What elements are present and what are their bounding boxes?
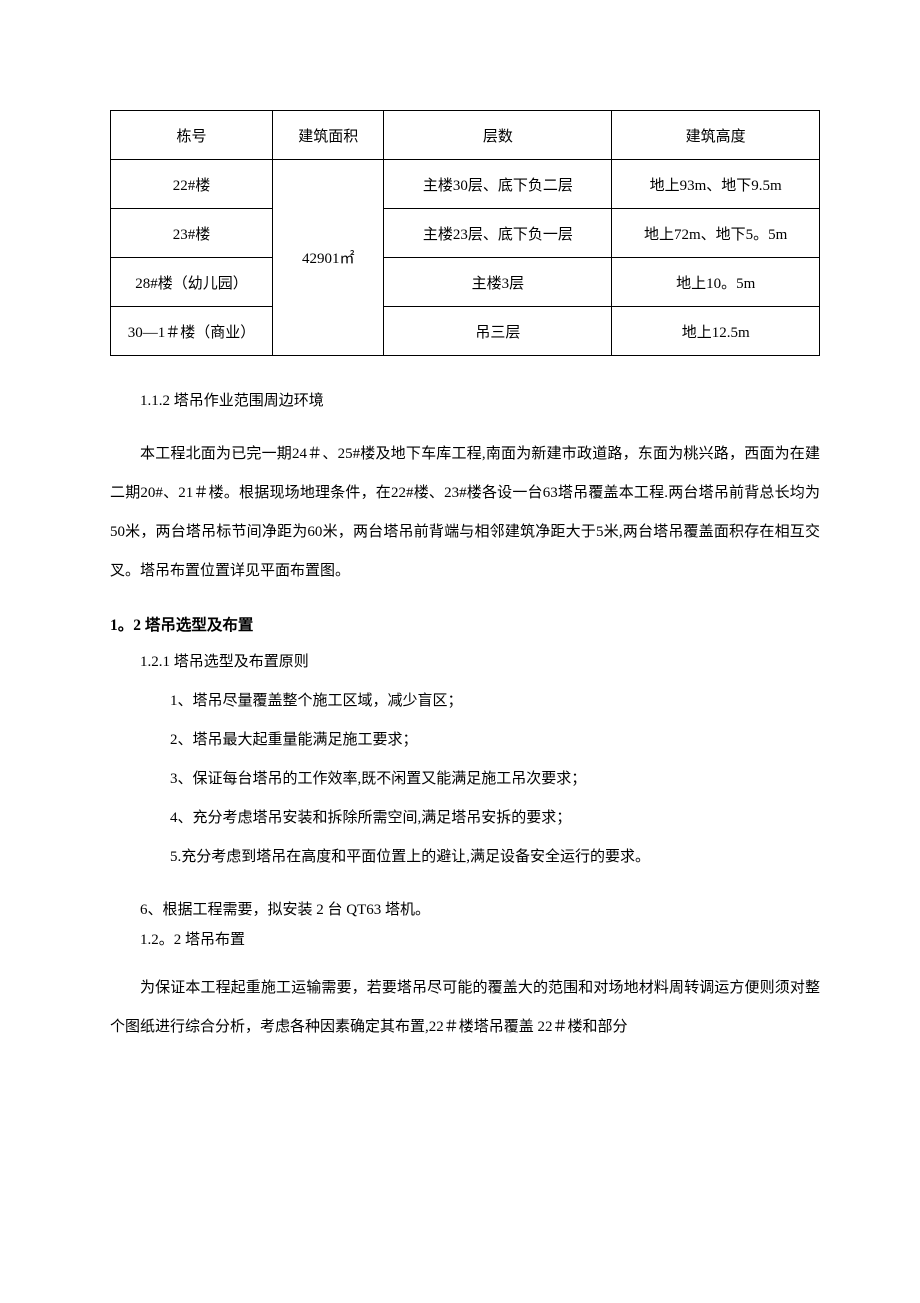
section-1-1-2-title: 1.1.2 塔吊作业范围周边环境 — [110, 382, 820, 421]
principle-item: 5.充分考虑到塔吊在高度和平面位置上的避让,满足设备安全运行的要求。 — [110, 838, 820, 877]
table-row: 22#楼 42901㎡ 主楼30层、底下负二层 地上93m、地下9.5m — [111, 160, 820, 209]
table-row: 23#楼 主楼23层、底下负一层 地上72m、地下5。5m — [111, 209, 820, 258]
section-1-2-heading: 1。2 塔吊选型及布置 — [110, 609, 820, 643]
col-header-area: 建筑面积 — [273, 111, 384, 160]
cell-height: 地上72m、地下5。5m — [612, 209, 820, 258]
cell-total-area: 42901㎡ — [273, 160, 384, 356]
cell-building: 23#楼 — [111, 209, 273, 258]
section-1-2-2-title: 1.2。2 塔吊布置 — [110, 925, 820, 955]
cell-building: 28#楼（幼儿园） — [111, 258, 273, 307]
cell-building: 22#楼 — [111, 160, 273, 209]
principle-item: 2、塔吊最大起重量能满足施工要求； — [110, 721, 820, 760]
cell-height: 地上10。5m — [612, 258, 820, 307]
cell-building: 30—1＃楼（商业） — [111, 307, 273, 356]
principle-item: 4、充分考虑塔吊安装和拆除所需空间,满足塔吊安拆的要求； — [110, 799, 820, 838]
section-1-2-after-list: 6、根据工程需要，拟安装 2 台 QT63 塔机。 1.2。2 塔吊布置 — [110, 895, 820, 955]
cell-floors: 主楼3层 — [384, 258, 612, 307]
cell-height: 地上12.5m — [612, 307, 820, 356]
cell-floors: 主楼23层、底下负一层 — [384, 209, 612, 258]
col-header-height: 建筑高度 — [612, 111, 820, 160]
cell-floors: 吊三层 — [384, 307, 612, 356]
col-header-building: 栋号 — [111, 111, 273, 160]
principle-item: 1、塔吊尽量覆盖整个施工区域，减少盲区； — [110, 682, 820, 721]
principle-item-6: 6、根据工程需要，拟安装 2 台 QT63 塔机。 — [110, 895, 820, 925]
building-info-table: 栋号 建筑面积 层数 建筑高度 22#楼 42901㎡ 主楼30层、底下负二层 … — [110, 110, 820, 356]
section-1-2-2-body: 为保证本工程起重施工运输需要，若要塔吊尽可能的覆盖大的范围和对场地材料周转调运方… — [110, 969, 820, 1047]
section-1-2-1-title: 1.2.1 塔吊选型及布置原则 — [110, 643, 820, 682]
col-header-floors: 层数 — [384, 111, 612, 160]
table-row: 30—1＃楼（商业） 吊三层 地上12.5m — [111, 307, 820, 356]
cell-floors: 主楼30层、底下负二层 — [384, 160, 612, 209]
cell-height: 地上93m、地下9.5m — [612, 160, 820, 209]
table-row: 28#楼（幼儿园） 主楼3层 地上10。5m — [111, 258, 820, 307]
section-1-2-1-block: 1.2.1 塔吊选型及布置原则 1、塔吊尽量覆盖整个施工区域，减少盲区； 2、塔… — [110, 643, 820, 877]
table-header-row: 栋号 建筑面积 层数 建筑高度 — [111, 111, 820, 160]
section-1-1-2-body: 本工程北面为已完一期24＃、25#楼及地下车库工程,南面为新建市政道路，东面为桃… — [110, 435, 820, 591]
document-page: 栋号 建筑面积 层数 建筑高度 22#楼 42901㎡ 主楼30层、底下负二层 … — [0, 0, 920, 1303]
principle-item: 3、保证每台塔吊的工作效率,既不闲置又能满足施工吊次要求； — [110, 760, 820, 799]
